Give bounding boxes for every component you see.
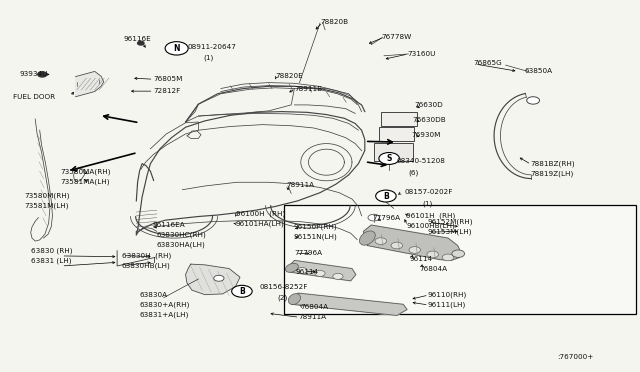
Text: 63830H  (RH): 63830H (RH) — [122, 252, 171, 259]
Text: 76630DB: 76630DB — [413, 117, 447, 123]
Circle shape — [379, 153, 399, 164]
Text: 96101H  (RH): 96101H (RH) — [406, 212, 456, 219]
Bar — [381, 112, 417, 126]
Circle shape — [165, 42, 188, 55]
Text: 96152M(RH): 96152M(RH) — [428, 219, 473, 225]
Text: (1): (1) — [204, 54, 214, 61]
Circle shape — [232, 285, 252, 297]
Text: 96114: 96114 — [410, 256, 433, 262]
Text: 7881BZ(RH): 7881BZ(RH) — [530, 160, 575, 167]
Text: 73580MA(RH): 73580MA(RH) — [61, 169, 111, 175]
Circle shape — [376, 190, 396, 202]
Text: 63850A: 63850A — [525, 68, 553, 74]
Text: 63830A: 63830A — [140, 292, 168, 298]
Text: 96150P(RH): 96150P(RH) — [293, 224, 337, 230]
Bar — [284, 205, 636, 314]
Text: 78820B: 78820B — [320, 19, 348, 25]
Text: 76930M: 76930M — [412, 132, 441, 138]
Text: B: B — [239, 287, 244, 296]
Text: 08157-0202F: 08157-0202F — [404, 189, 453, 195]
Text: 78911A: 78911A — [287, 182, 315, 188]
Text: (2): (2) — [278, 294, 288, 301]
Text: S: S — [387, 154, 392, 163]
Text: 73580M(RH): 73580M(RH) — [24, 192, 70, 199]
Circle shape — [409, 247, 420, 253]
Text: 63830HC(RH): 63830HC(RH) — [156, 232, 206, 238]
Text: 96110(RH): 96110(RH) — [428, 292, 467, 298]
Text: 63831+A(LH): 63831+A(LH) — [140, 312, 189, 318]
Text: 96153M(LH): 96153M(LH) — [428, 229, 472, 235]
Circle shape — [527, 97, 540, 104]
Text: 63830HA(LH): 63830HA(LH) — [156, 242, 205, 248]
Text: 96116EA: 96116EA — [152, 222, 185, 228]
Text: 77796A: 77796A — [294, 250, 323, 256]
Text: 96116E: 96116E — [124, 36, 151, 42]
Text: :767000+: :767000+ — [557, 354, 593, 360]
Bar — [375, 144, 412, 158]
Text: 78911A: 78911A — [298, 314, 326, 320]
Text: 63830 (RH): 63830 (RH) — [31, 247, 72, 254]
Text: 73581M(LH): 73581M(LH) — [24, 202, 69, 209]
Text: 08911-20647: 08911-20647 — [188, 44, 236, 49]
Text: 63831 (LH): 63831 (LH) — [31, 257, 71, 264]
Text: 76630D: 76630D — [415, 102, 444, 108]
Text: 96151N(LH): 96151N(LH) — [293, 234, 337, 240]
Circle shape — [375, 238, 387, 244]
Circle shape — [214, 275, 224, 281]
Bar — [374, 143, 413, 161]
Bar — [379, 127, 414, 141]
Text: 73160U: 73160U — [407, 51, 435, 57]
Text: 08340-51208: 08340-51208 — [397, 158, 445, 164]
Circle shape — [452, 250, 465, 257]
Circle shape — [315, 270, 325, 276]
Text: (6): (6) — [408, 169, 419, 176]
Text: 08156-8252F: 08156-8252F — [260, 284, 308, 290]
Text: 93934U: 93934U — [19, 71, 47, 77]
Text: 78820E: 78820E — [275, 73, 303, 79]
Polygon shape — [289, 260, 356, 281]
Circle shape — [138, 41, 144, 45]
Circle shape — [391, 242, 403, 249]
Text: 73581MA(LH): 73581MA(LH) — [61, 179, 110, 185]
Text: 63830HB(LH): 63830HB(LH) — [122, 262, 170, 269]
Circle shape — [368, 214, 380, 221]
Circle shape — [427, 251, 438, 258]
Ellipse shape — [288, 294, 301, 305]
Text: 78819Z(LH): 78819Z(LH) — [530, 171, 573, 177]
Polygon shape — [289, 293, 407, 315]
Text: FUEL DOOR: FUEL DOOR — [13, 94, 55, 100]
Text: 76805M: 76805M — [154, 76, 183, 82]
Text: N: N — [173, 44, 180, 53]
Text: 72812F: 72812F — [154, 88, 181, 94]
Text: 76778W: 76778W — [381, 34, 412, 40]
Text: 78911B: 78911B — [294, 86, 323, 92]
Text: 76804A: 76804A — [420, 266, 448, 272]
Text: 76804A: 76804A — [301, 304, 329, 310]
Text: (1): (1) — [422, 200, 433, 207]
Circle shape — [38, 72, 47, 77]
Text: 96114: 96114 — [296, 269, 319, 275]
Text: 77796A: 77796A — [372, 215, 401, 221]
Text: 96100H  (RH): 96100H (RH) — [236, 211, 285, 217]
Text: 96100HB(LH): 96100HB(LH) — [406, 222, 455, 229]
Text: 96101HA(LH): 96101HA(LH) — [236, 221, 284, 227]
Ellipse shape — [285, 263, 298, 272]
Polygon shape — [364, 225, 461, 260]
Circle shape — [297, 267, 307, 273]
Ellipse shape — [360, 231, 375, 245]
Polygon shape — [186, 264, 240, 295]
Text: 76865G: 76865G — [474, 60, 502, 66]
Circle shape — [442, 254, 454, 261]
Text: 96111(LH): 96111(LH) — [428, 302, 466, 308]
Circle shape — [333, 273, 343, 279]
Text: 63830+A(RH): 63830+A(RH) — [140, 302, 190, 308]
Text: B: B — [383, 192, 388, 201]
Polygon shape — [76, 71, 104, 97]
